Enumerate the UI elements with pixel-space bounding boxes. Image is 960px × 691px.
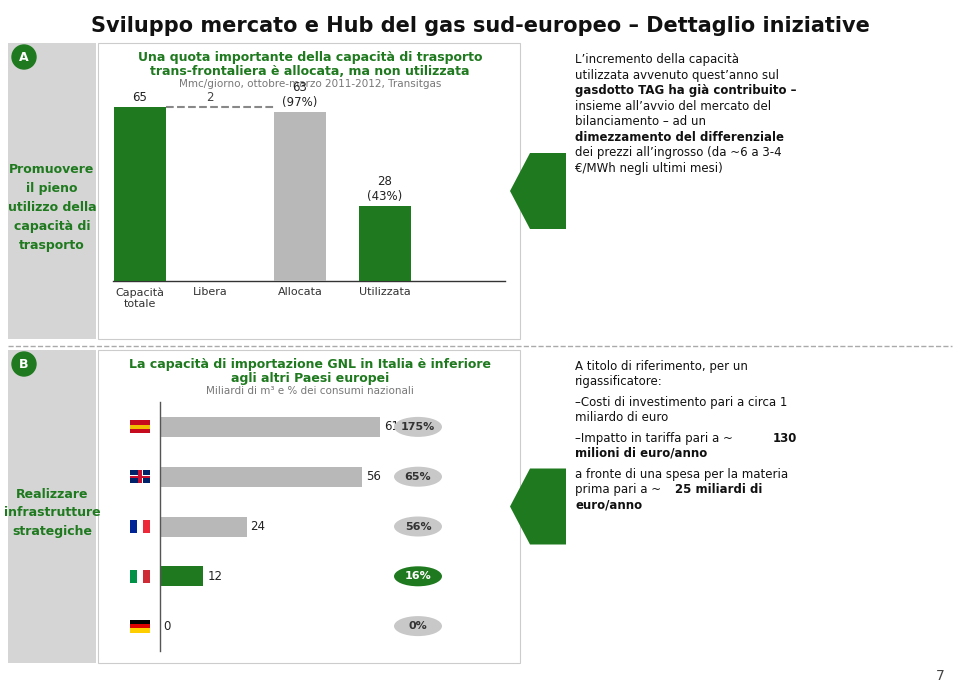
Text: 0: 0: [163, 620, 170, 632]
Text: 65: 65: [132, 91, 148, 104]
Bar: [130, 620, 150, 624]
Text: €/MWh negli ultimi mesi): €/MWh negli ultimi mesi): [575, 162, 723, 175]
Text: Una quota importante della capacità di trasporto: Una quota importante della capacità di t…: [137, 51, 482, 64]
Bar: [130, 420, 150, 425]
Text: agli altri Paesi europei: agli altri Paesi europei: [230, 372, 389, 385]
Bar: [137, 470, 142, 483]
Text: 16%: 16%: [404, 571, 431, 581]
Text: rigassificatore:: rigassificatore:: [575, 375, 662, 388]
Text: La capacità di importazione GNL in Italia è inferiore: La capacità di importazione GNL in Itali…: [129, 358, 491, 371]
Text: euro/anno: euro/anno: [575, 498, 642, 511]
Text: miliardo di euro: miliardo di euro: [575, 411, 668, 424]
Ellipse shape: [394, 417, 442, 437]
Bar: [130, 475, 150, 477]
Text: 24: 24: [251, 520, 266, 533]
Bar: [160, 567, 204, 586]
Text: trasporto: trasporto: [19, 239, 84, 252]
Text: –Costi di investimento pari a circa 1: –Costi di investimento pari a circa 1: [575, 396, 787, 409]
Ellipse shape: [394, 616, 442, 636]
Circle shape: [12, 45, 36, 69]
Text: utilizzo della: utilizzo della: [8, 201, 96, 214]
Text: bilanciamento – ad un: bilanciamento – ad un: [575, 115, 706, 128]
Text: Libera: Libera: [193, 287, 228, 297]
Bar: [160, 516, 247, 536]
Bar: [136, 570, 143, 583]
Text: B: B: [19, 357, 29, 370]
Text: 61: 61: [384, 420, 399, 433]
Text: 0%: 0%: [409, 621, 427, 631]
Text: Mmc/giorno, ottobre-marzo 2011-2012, Transitgas: Mmc/giorno, ottobre-marzo 2011-2012, Tra…: [179, 79, 442, 89]
Bar: [160, 417, 380, 437]
Bar: [130, 624, 150, 628]
Text: –Impatto in tariffa pari a ~: –Impatto in tariffa pari a ~: [575, 432, 732, 445]
Polygon shape: [510, 468, 566, 545]
Bar: [160, 466, 362, 486]
Text: 175%: 175%: [401, 422, 435, 432]
Text: milioni di euro/anno: milioni di euro/anno: [575, 447, 708, 460]
Bar: [274, 113, 326, 281]
Bar: [136, 520, 143, 533]
Ellipse shape: [394, 466, 442, 486]
Text: capacità di: capacità di: [13, 220, 90, 233]
Bar: [130, 425, 150, 429]
Text: gasdotto TAG ha già contribuito –: gasdotto TAG ha già contribuito –: [575, 84, 797, 97]
Text: prima pari a ~: prima pari a ~: [575, 483, 661, 496]
Bar: [143, 570, 150, 583]
Text: Allocata: Allocata: [277, 287, 323, 297]
Bar: [130, 429, 150, 433]
Bar: [130, 470, 150, 483]
Text: Realizzare: Realizzare: [15, 487, 88, 500]
Bar: [130, 628, 150, 632]
Bar: [114, 107, 166, 281]
Bar: [130, 570, 136, 583]
Circle shape: [12, 352, 36, 376]
Text: insieme all’avvio del mercato del: insieme all’avvio del mercato del: [575, 100, 771, 113]
Bar: [130, 475, 150, 478]
Bar: [143, 520, 150, 533]
Text: il pieno: il pieno: [26, 182, 78, 195]
Ellipse shape: [394, 567, 442, 586]
Bar: [130, 520, 136, 533]
Text: dimezzamento del differenziale: dimezzamento del differenziale: [575, 131, 784, 144]
Text: 63
(97%): 63 (97%): [282, 82, 318, 109]
FancyBboxPatch shape: [98, 350, 520, 663]
Text: Utilizzata: Utilizzata: [359, 287, 411, 297]
FancyBboxPatch shape: [98, 43, 520, 339]
Text: infrastrutture: infrastrutture: [4, 507, 100, 520]
Text: strategiche: strategiche: [12, 525, 92, 538]
Text: 130: 130: [773, 432, 798, 445]
Bar: [359, 206, 411, 281]
Text: 2: 2: [206, 91, 214, 104]
Text: 56: 56: [366, 470, 381, 483]
Text: utilizzata avvenuto quest’anno sul: utilizzata avvenuto quest’anno sul: [575, 68, 779, 82]
FancyBboxPatch shape: [8, 350, 96, 663]
Text: 7: 7: [936, 669, 945, 683]
Text: A: A: [19, 50, 29, 64]
Text: Capacità
totale: Capacità totale: [115, 287, 164, 309]
Text: L’incremento della capacità: L’incremento della capacità: [575, 53, 739, 66]
Text: a fronte di una spesa per la materia: a fronte di una spesa per la materia: [575, 468, 788, 481]
Text: 65%: 65%: [405, 472, 431, 482]
Polygon shape: [510, 153, 566, 229]
FancyBboxPatch shape: [8, 43, 96, 339]
Ellipse shape: [394, 516, 442, 536]
Text: Sviluppo mercato e Hub del gas sud-europeo – Dettaglio iniziative: Sviluppo mercato e Hub del gas sud-europ…: [90, 16, 870, 36]
Text: 25 miliardi di: 25 miliardi di: [675, 483, 762, 496]
Bar: [138, 470, 142, 483]
Text: 28
(43%): 28 (43%): [368, 175, 402, 203]
Text: 12: 12: [207, 570, 223, 583]
Text: A titolo di riferimento, per un: A titolo di riferimento, per un: [575, 360, 748, 373]
Text: 56%: 56%: [405, 522, 431, 531]
Text: Miliardi di m³ e % dei consumi nazionali: Miliardi di m³ e % dei consumi nazionali: [206, 386, 414, 396]
Text: dei prezzi all’ingrosso (da ~6 a 3-4: dei prezzi all’ingrosso (da ~6 a 3-4: [575, 146, 781, 159]
Text: Promuovere: Promuovere: [10, 163, 95, 176]
Text: trans-frontaliera è allocata, ma non utilizzata: trans-frontaliera è allocata, ma non uti…: [151, 65, 469, 78]
